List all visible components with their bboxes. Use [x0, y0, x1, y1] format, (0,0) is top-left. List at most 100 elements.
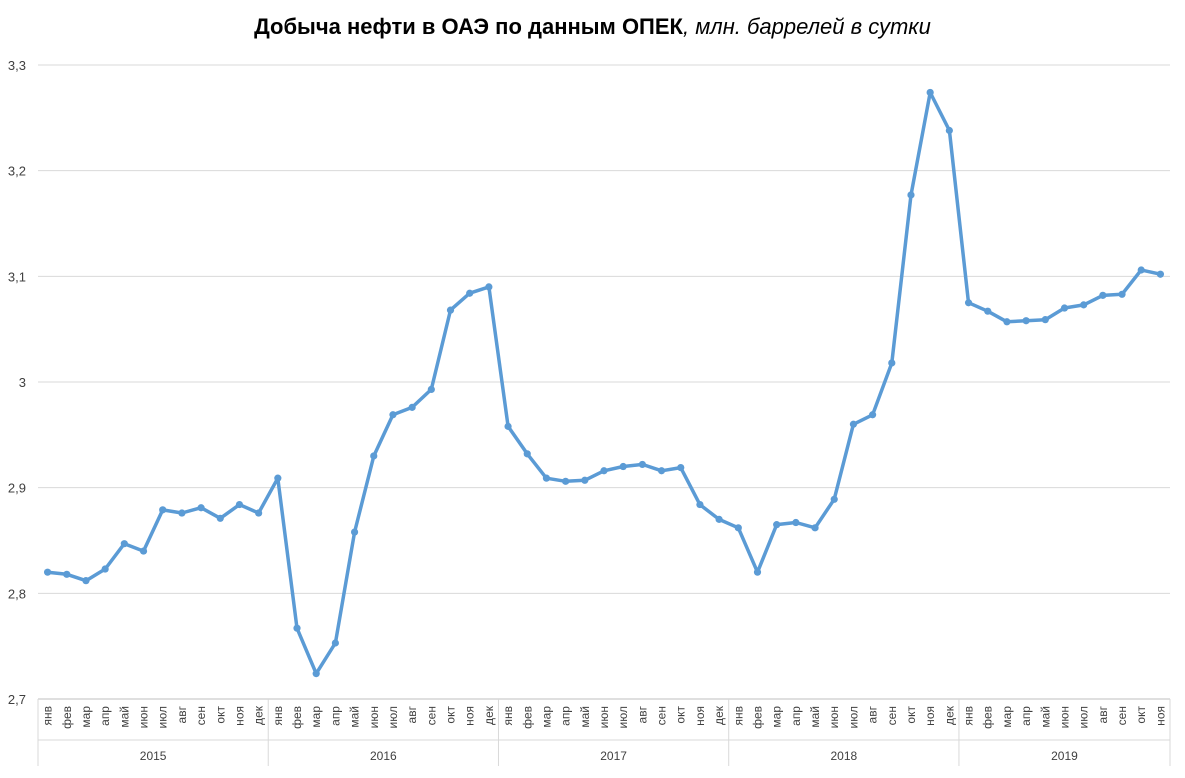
data-point [235, 500, 244, 509]
x-month-label: апр [789, 706, 803, 726]
data-point [197, 504, 205, 512]
data-point [1137, 266, 1145, 274]
data-point [485, 283, 493, 291]
x-month-label: фев [60, 706, 74, 729]
data-point [657, 467, 666, 475]
x-month-label: сен [655, 706, 669, 725]
x-month-label: апр [1019, 706, 1033, 726]
x-month-label: май [578, 706, 592, 728]
x-month-label: июн [137, 706, 151, 728]
y-tick-label: 2,8 [8, 586, 26, 601]
data-point [331, 639, 339, 647]
data-point [926, 88, 934, 97]
data-point [293, 624, 301, 632]
x-year-label: 2019 [1051, 749, 1078, 763]
data-point [216, 514, 224, 522]
x-month-label: июл [1077, 706, 1091, 728]
y-tick-label: 3,2 [8, 164, 26, 179]
x-month-label: сен [1115, 706, 1129, 725]
x-year-label: 2018 [830, 749, 857, 763]
y-tick-label: 3,3 [8, 58, 26, 73]
x-month-label: фев [981, 706, 995, 729]
data-point [63, 570, 71, 578]
x-month-label: апр [98, 706, 112, 726]
data-point [274, 474, 282, 482]
data-point [907, 191, 915, 199]
data-point [159, 506, 167, 514]
x-month-label: ноя [693, 706, 707, 726]
x-month-label: янв [731, 706, 745, 726]
x-month-label: янв [501, 706, 515, 726]
data-point [984, 307, 992, 315]
data-point [1156, 270, 1165, 278]
x-month-label: авг [635, 705, 649, 723]
data-point [964, 299, 973, 307]
x-month-label: окт [904, 706, 918, 724]
x-month-label: июл [616, 706, 630, 728]
x-month-label: ноя [463, 706, 477, 726]
data-point [792, 518, 800, 527]
data-point [178, 509, 186, 517]
x-month-label: июл [156, 706, 170, 728]
data-point [581, 476, 589, 484]
x-month-label: июн [827, 706, 841, 728]
x-month-label: июл [846, 706, 860, 728]
x-month-label: янв [271, 706, 285, 726]
x-month-label: июл [386, 706, 400, 728]
x-month-label: июн [597, 706, 611, 728]
x-month-label: окт [1134, 706, 1148, 724]
data-point [945, 126, 953, 135]
data-point [888, 359, 896, 367]
x-month-label: сен [885, 706, 899, 725]
y-axis-labels: 2,7 2,8 2,9 3 3,1 3,2 3,3 [8, 58, 26, 707]
x-month-label: окт [213, 706, 227, 724]
data-point [849, 420, 858, 428]
data-point [312, 670, 320, 678]
x-month-label: мар [1000, 706, 1014, 728]
data-point [1022, 317, 1030, 325]
data-point [1003, 318, 1011, 326]
y-tick-label: 3,1 [8, 269, 26, 284]
data-point [43, 568, 52, 576]
x-month-label: сен [424, 706, 438, 725]
data-point [504, 422, 512, 430]
data-point [773, 521, 781, 529]
x-month-label: апр [328, 706, 342, 726]
data-point [753, 568, 762, 576]
y-tick-label: 3 [19, 375, 26, 390]
data-point [734, 524, 742, 532]
data-point [1118, 290, 1126, 298]
data-point [389, 411, 397, 419]
data-point [869, 411, 877, 419]
x-month-label: авг [866, 705, 880, 723]
x-year-label: 2016 [370, 749, 397, 763]
series-line [45, 90, 1163, 676]
y-tick-label: 2,7 [8, 692, 26, 707]
data-point [619, 462, 627, 471]
series-oil-production [43, 88, 1165, 678]
x-month-label: фев [750, 706, 764, 729]
x-month-label: апр [559, 706, 573, 726]
chart-title-main: Добыча нефти в ОАЭ по данным ОПЕК [254, 14, 683, 39]
data-point [82, 577, 90, 585]
data-point [446, 306, 455, 314]
x-month-label: янв [41, 706, 55, 726]
data-point [562, 477, 570, 485]
data-point [677, 463, 685, 472]
chart-title-unit: , млн. баррелей в сутки [682, 14, 931, 39]
x-month-label: ноя [232, 706, 246, 726]
x-month-label: май [808, 706, 822, 728]
data-point [139, 547, 148, 555]
data-point [830, 495, 838, 503]
x-month-label: ноя [1153, 706, 1167, 726]
x-month-label: янв [962, 706, 976, 726]
data-point [1060, 304, 1069, 312]
data-point [255, 509, 263, 517]
x-year-label: 2015 [140, 749, 167, 763]
x-month-label: июн [1057, 706, 1071, 728]
x-month-label: мар [79, 706, 93, 728]
data-point [350, 528, 359, 536]
data-point [427, 385, 435, 393]
x-month-label: май [348, 706, 362, 728]
